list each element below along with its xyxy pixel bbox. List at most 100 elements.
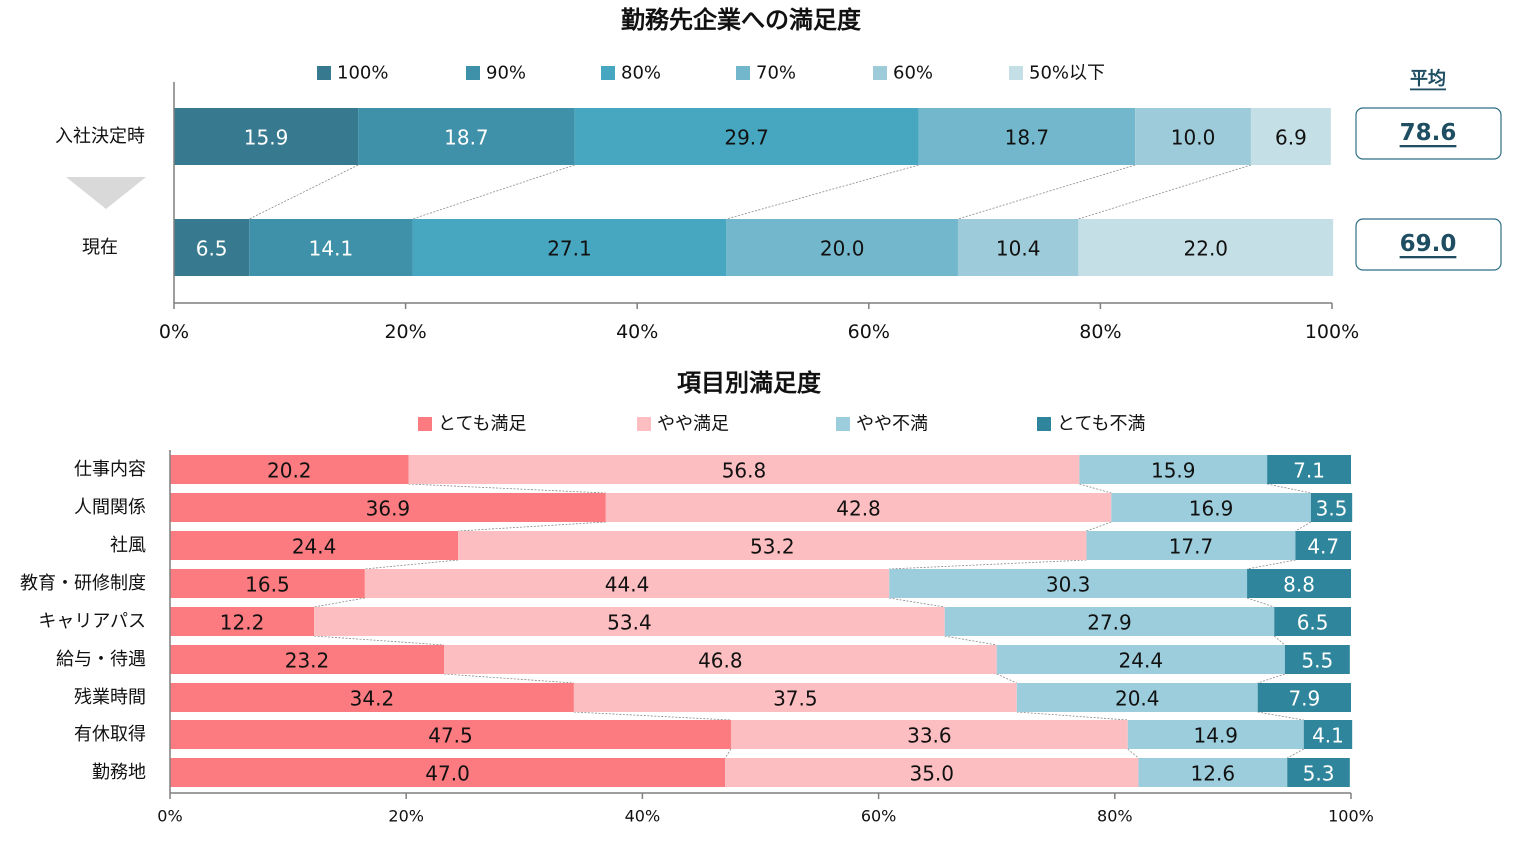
connector-line <box>1078 164 1252 220</box>
x-tick-label: 100% <box>1328 807 1374 826</box>
connector-line <box>996 673 1017 684</box>
category-label: 勤務地 <box>92 762 146 783</box>
bar-segment <box>170 455 409 484</box>
connector-line <box>573 711 731 721</box>
data-label: 20.0 <box>820 237 865 261</box>
bar-segment <box>458 531 1087 560</box>
bar-segment <box>1127 720 1304 749</box>
legend-label: とても満足 <box>438 414 527 435</box>
category-label: 入社決定時 <box>55 126 145 147</box>
bar-segment <box>170 531 459 560</box>
data-label: 23.2 <box>285 649 330 673</box>
data-label: 8.8 <box>1283 573 1315 597</box>
bar-segment <box>944 607 1275 636</box>
bar-segment <box>1295 531 1351 560</box>
x-tick-label: 20% <box>384 321 426 343</box>
connector-line <box>249 164 359 220</box>
legend-label: 90% <box>486 63 526 84</box>
bar-segment <box>1138 758 1288 787</box>
category-label: 有休取得 <box>74 724 146 745</box>
category-label: 教育・研修制度 <box>20 573 146 594</box>
data-label: 27.1 <box>547 237 592 261</box>
data-label: 6.5 <box>1297 611 1329 635</box>
bar-segment <box>170 569 365 598</box>
bar-segment <box>364 569 890 598</box>
bar-segment <box>1078 219 1334 276</box>
x-tick-label: 20% <box>388 807 424 826</box>
bar-segment <box>1111 493 1311 522</box>
category-label: 人間関係 <box>74 497 146 518</box>
data-label: 14.9 <box>1194 724 1239 748</box>
data-label: 18.7 <box>1005 126 1050 150</box>
data-label: 56.8 <box>722 459 767 483</box>
data-label: 24.4 <box>292 535 337 559</box>
data-label: 5.5 <box>1301 649 1333 673</box>
bar-segment <box>1284 645 1350 674</box>
connector-line <box>726 164 919 220</box>
connector-line <box>1016 711 1128 721</box>
bar-segment <box>573 683 1017 712</box>
bar-segment <box>889 569 1248 598</box>
data-label: 53.4 <box>607 611 652 635</box>
connector-line <box>889 559 1087 570</box>
data-label: 36.9 <box>366 497 411 521</box>
connector-line <box>724 748 732 759</box>
bar-segment <box>443 645 997 674</box>
down-arrow-icon <box>66 177 146 209</box>
connector-line <box>314 597 365 608</box>
data-label: 6.5 <box>196 237 228 261</box>
data-label: 7.1 <box>1293 459 1325 483</box>
x-tick-label: 40% <box>616 321 658 343</box>
connector-line <box>1246 559 1296 570</box>
legend-swatch <box>601 66 615 80</box>
bar-segment <box>170 720 731 749</box>
data-label: 3.5 <box>1316 497 1348 521</box>
chart-title: 項目別満足度 <box>677 369 822 397</box>
bar-segment <box>174 219 250 276</box>
bar-segment <box>1250 108 1331 165</box>
data-label: 14.1 <box>309 237 354 261</box>
data-label: 12.2 <box>220 611 265 635</box>
bar-segment <box>726 219 958 276</box>
x-tick-label: 0% <box>159 321 189 343</box>
legend-swatch <box>1037 417 1051 431</box>
legend-label: 60% <box>893 63 933 84</box>
legend-swatch <box>836 417 850 431</box>
connector-line <box>1246 597 1275 608</box>
legend-label: とても不満 <box>1057 414 1146 435</box>
bar-segment <box>174 108 359 165</box>
data-label: 47.5 <box>428 724 473 748</box>
data-label: 16.5 <box>245 573 290 597</box>
connector-line <box>458 521 606 532</box>
connector-line <box>1257 673 1285 684</box>
data-label: 20.4 <box>1115 687 1160 711</box>
category-label: 残業時間 <box>74 687 146 708</box>
category-label: 社風 <box>110 535 146 556</box>
bar-segment <box>1247 569 1351 598</box>
bar-segment <box>170 683 574 712</box>
bar-segment <box>314 607 945 636</box>
category-label: 仕事内容 <box>74 459 146 480</box>
data-label: 22.0 <box>1184 237 1229 261</box>
bar-segment <box>170 645 444 674</box>
bar-segment <box>170 607 315 636</box>
legend-swatch <box>637 417 651 431</box>
data-label: 5.3 <box>1303 762 1335 786</box>
data-label: 33.6 <box>907 724 952 748</box>
bar-segment <box>957 219 1079 276</box>
legend-swatch <box>418 417 432 431</box>
average-box <box>1355 218 1502 271</box>
legend-label: やや不満 <box>856 414 928 435</box>
bar-segment <box>358 108 575 165</box>
legend-label: 70% <box>756 63 796 84</box>
bar-segment <box>574 108 919 165</box>
bar-segment <box>1310 493 1353 522</box>
connector-line <box>364 559 459 570</box>
connector-line <box>1257 711 1304 721</box>
average-box <box>1355 107 1502 160</box>
average-value: 69.0 <box>1400 231 1457 257</box>
x-tick-label: 60% <box>848 321 890 343</box>
data-label: 10.0 <box>1171 126 1216 150</box>
data-label: 47.0 <box>425 762 470 786</box>
